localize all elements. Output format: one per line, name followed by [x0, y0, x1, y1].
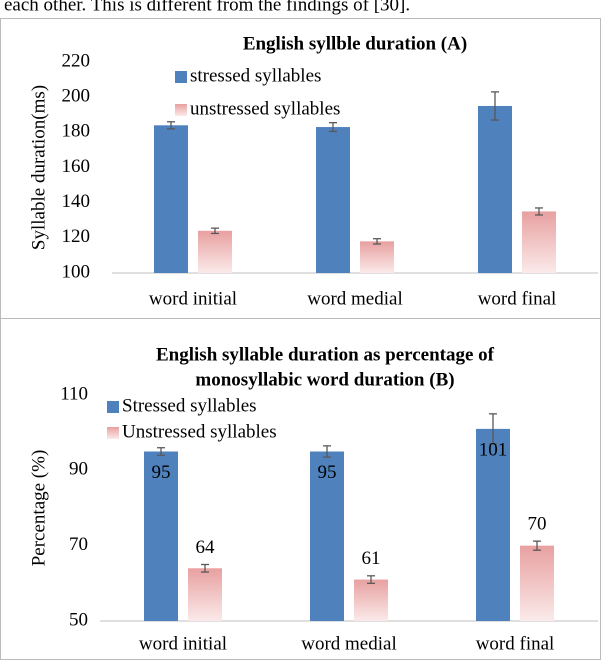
legend-swatch: [107, 427, 119, 439]
y-tick-label: 90: [69, 459, 88, 480]
chart-title: English syllble duration (A): [243, 33, 467, 54]
legend-label: Unstressed syllables: [122, 421, 277, 442]
bar: [154, 125, 188, 273]
bar: [354, 579, 388, 621]
y-axis-label: Percentage (%): [28, 450, 49, 567]
x-tick-label: word medial: [301, 633, 397, 654]
data-label: 101: [479, 439, 508, 460]
bar: [316, 127, 350, 273]
chart-title: English syllable duration as percentage …: [156, 344, 495, 365]
y-tick-label: 200: [62, 86, 91, 107]
y-tick-label: 160: [62, 156, 91, 177]
y-axis-label: Syllable duration(ms): [28, 85, 49, 250]
y-tick-label: 140: [62, 191, 91, 212]
x-tick-label: word initial: [149, 288, 237, 309]
x-tick-label: word final: [476, 633, 555, 654]
legend-swatch: [107, 401, 119, 413]
bar: [144, 451, 178, 621]
bar: [522, 211, 556, 273]
y-tick-label: 70: [69, 534, 88, 555]
bar: [360, 241, 394, 273]
data-label: 70: [528, 514, 547, 535]
bar: [310, 451, 344, 621]
y-tick-label: 220: [62, 50, 91, 71]
y-tick-label: 180: [62, 121, 91, 142]
x-tick-label: word medial: [307, 288, 403, 309]
legend-swatch: [175, 104, 187, 116]
legend-label: stressed syllables: [190, 65, 321, 86]
bar: [476, 428, 510, 621]
y-tick-label: 100: [62, 261, 91, 282]
data-label: 61: [362, 548, 381, 569]
x-tick-label: word initial: [139, 633, 227, 654]
legend-label: unstressed syllables: [190, 98, 340, 119]
header-text: each other. This is different from the f…: [4, 0, 410, 15]
bar: [520, 545, 554, 621]
data-label: 95: [318, 462, 337, 483]
x-tick-label: word final: [478, 288, 557, 309]
chart-title: monosyllabic word duration (B): [195, 369, 454, 390]
legend-label: Stressed syllables: [122, 395, 257, 416]
bar: [478, 105, 512, 273]
y-tick-label: 110: [60, 383, 88, 404]
y-tick-label: 120: [62, 226, 91, 247]
bar: [198, 230, 232, 273]
data-label: 95: [152, 462, 171, 483]
legend-swatch: [175, 71, 187, 83]
bar: [188, 568, 222, 621]
data-label: 64: [196, 537, 216, 558]
y-tick-label: 50: [69, 609, 88, 630]
